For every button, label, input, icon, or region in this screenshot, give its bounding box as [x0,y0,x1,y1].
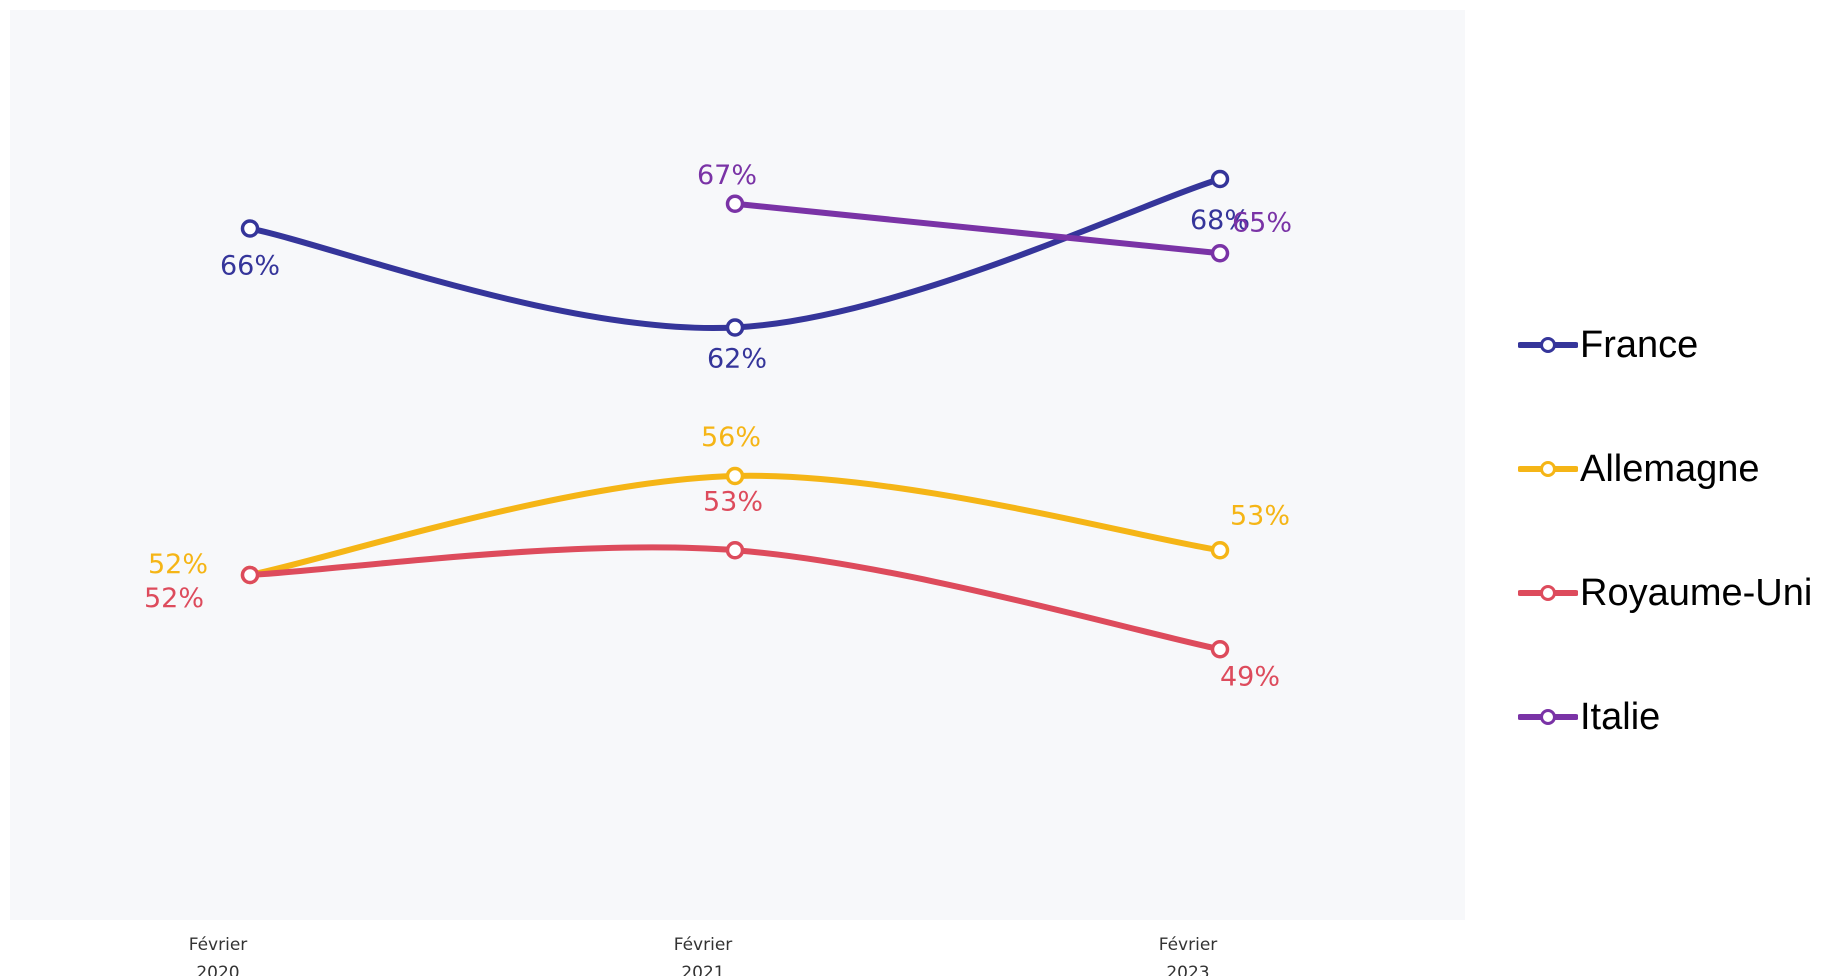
series-points [240,169,1230,659]
data-point-royaume-uni-0 [240,565,260,585]
legend-swatch-allemagne [1518,461,1578,477]
data-point-france-1 [725,318,745,337]
legend-item-italie: Italie [1518,692,1838,742]
legend-item-allemagne: Allemagne [1518,444,1838,494]
data-point-royaume-uni-1 [725,541,745,560]
data-label-italie-2: 65% [1232,207,1292,238]
data-point-royaume-uni-2 [1210,640,1230,659]
x-tick-label-0: Février 2020 [189,935,248,976]
data-point-france-0 [240,219,260,238]
data-label-allemagne-1: 56% [701,422,761,453]
plot-area [10,10,1465,920]
x-tick-label-2: Février 2023 [1159,935,1218,976]
legend-item-france: France [1518,320,1838,370]
legend-swatch-royaume-uni [1518,585,1578,601]
data-label-italie-1: 67% [697,160,757,191]
data-label-france-1: 62% [707,344,767,375]
data-label-royaume-uni-0: 52% [144,583,204,614]
data-label-france-2: 68% [1190,205,1250,236]
x-axis-ticks: Février 2020 Février 2021 Février 2023 [189,935,1218,976]
legend-swatch-italie [1518,709,1578,725]
legend-swatch-france [1518,337,1578,353]
x-tick-label-1: Février 2021 [674,935,733,976]
data-labels: 66% 62% 68% 52% 56% 53% 52% 53% 49% 67% 65% [144,160,1292,693]
data-label-allemagne-2: 53% [1230,500,1290,531]
data-label-france-0: 66% [220,251,280,282]
legend-label-royaume-uni: Royaume-Uni [1580,571,1813,614]
legend: France Allemagne Royaume-Uni Italie [1518,320,1838,816]
data-point-italie-2 [1210,244,1230,263]
legend-label-allemagne: Allemagne [1580,447,1760,490]
data-point-italie-1 [725,194,745,213]
data-label-royaume-uni-1: 53% [703,486,763,517]
legend-item-royaume-uni: Royaume-Uni [1518,568,1838,618]
data-label-royaume-uni-2: 49% [1220,661,1280,692]
data-point-allemagne-1 [725,466,745,486]
data-label-allemagne-0: 52% [148,549,208,580]
legend-label-france: France [1580,323,1699,366]
data-point-france-2 [1210,169,1230,189]
series-line-italie [732,200,1223,257]
data-point-allemagne-2 [1210,541,1230,560]
legend-label-italie: Italie [1580,695,1661,738]
